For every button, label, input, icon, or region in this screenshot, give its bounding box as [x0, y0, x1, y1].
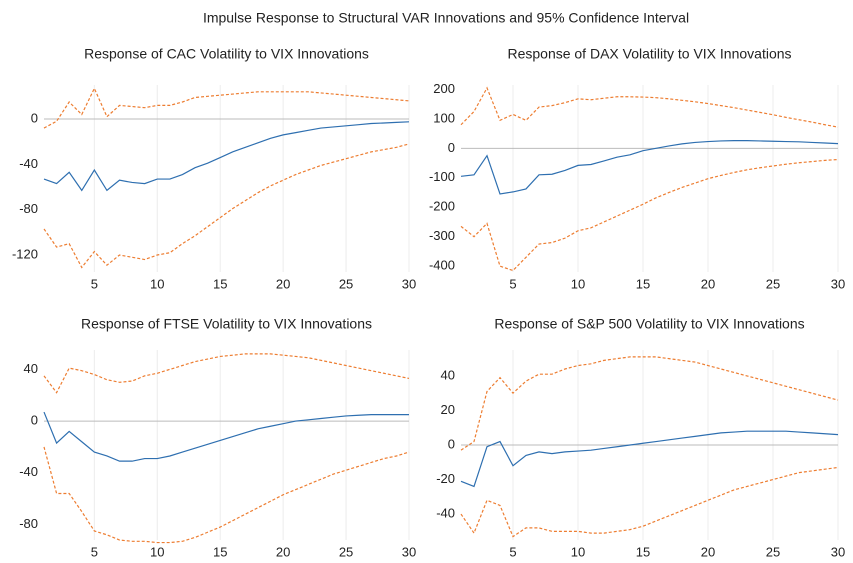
x-tick-label: 25 — [339, 544, 353, 559]
x-tick-label: 15 — [213, 544, 227, 559]
x-tick-label: 30 — [402, 544, 416, 559]
series-line — [460, 158, 839, 272]
x-tick-label: 15 — [636, 544, 650, 559]
series-line — [460, 140, 839, 195]
y-tick-label: -300 — [429, 228, 455, 243]
y-tick-label: -120 — [12, 246, 38, 261]
y-tick-label: 100 — [433, 110, 455, 125]
x-tick-label: 20 — [701, 544, 715, 559]
y-tick-label: 20 — [441, 402, 455, 417]
figure-title: Impulse Response to Structural VAR Innov… — [203, 10, 689, 26]
y-tick-label: 0 — [31, 413, 38, 428]
series-line — [460, 430, 839, 488]
y-tick-label: -80 — [19, 201, 38, 216]
y-tick-label: -40 — [19, 156, 38, 171]
chart-title: Response of CAC Volatility to VIX Innova… — [84, 46, 369, 62]
x-tick-label: 10 — [150, 276, 164, 291]
series-line — [43, 353, 410, 394]
y-tick-label: 0 — [448, 140, 455, 155]
series-line — [460, 86, 839, 128]
x-tick-label: 20 — [276, 544, 290, 559]
y-tick-label: -80 — [19, 516, 38, 531]
x-tick-label: 5 — [91, 544, 98, 559]
y-tick-label: 200 — [433, 81, 455, 96]
y-tick-label: 40 — [24, 361, 38, 376]
x-tick-label: 20 — [276, 276, 290, 291]
series-line — [43, 86, 410, 129]
y-tick-label: -400 — [429, 258, 455, 273]
x-tick-label: 20 — [701, 276, 715, 291]
x-tick-label: 10 — [150, 544, 164, 559]
x-tick-label: 30 — [831, 544, 845, 559]
x-tick-label: 30 — [831, 276, 845, 291]
y-tick-label: -40 — [19, 464, 38, 479]
y-tick-label: 40 — [441, 367, 455, 382]
x-tick-label: 15 — [636, 276, 650, 291]
y-tick-label: -20 — [436, 471, 455, 486]
x-tick-label: 25 — [339, 276, 353, 291]
chart-title: Response of FTSE Volatility to VIX Innov… — [81, 316, 372, 332]
x-tick-label: 30 — [402, 276, 416, 291]
y-tick-label: 0 — [31, 110, 38, 125]
y-tick-label: 0 — [448, 436, 455, 451]
x-tick-label: 15 — [213, 276, 227, 291]
y-tick-label: -100 — [429, 169, 455, 184]
x-tick-label: 5 — [91, 276, 98, 291]
x-tick-label: 25 — [766, 544, 780, 559]
series-line — [43, 121, 410, 192]
y-tick-label: -200 — [429, 199, 455, 214]
x-tick-label: 10 — [571, 544, 585, 559]
series-line — [460, 466, 839, 538]
series-line — [43, 143, 410, 269]
x-tick-label: 10 — [571, 276, 585, 291]
y-tick-label: -40 — [436, 506, 455, 521]
chart-title: Response of S&P 500 Volatility to VIX In… — [494, 316, 804, 332]
chart-title: Response of DAX Volatility to VIX Innova… — [507, 46, 791, 62]
series-line — [43, 411, 409, 462]
series-line — [460, 356, 839, 451]
series-line — [43, 446, 410, 544]
x-tick-label: 5 — [509, 544, 516, 559]
x-tick-label: 5 — [509, 276, 516, 291]
x-tick-label: 25 — [766, 276, 780, 291]
